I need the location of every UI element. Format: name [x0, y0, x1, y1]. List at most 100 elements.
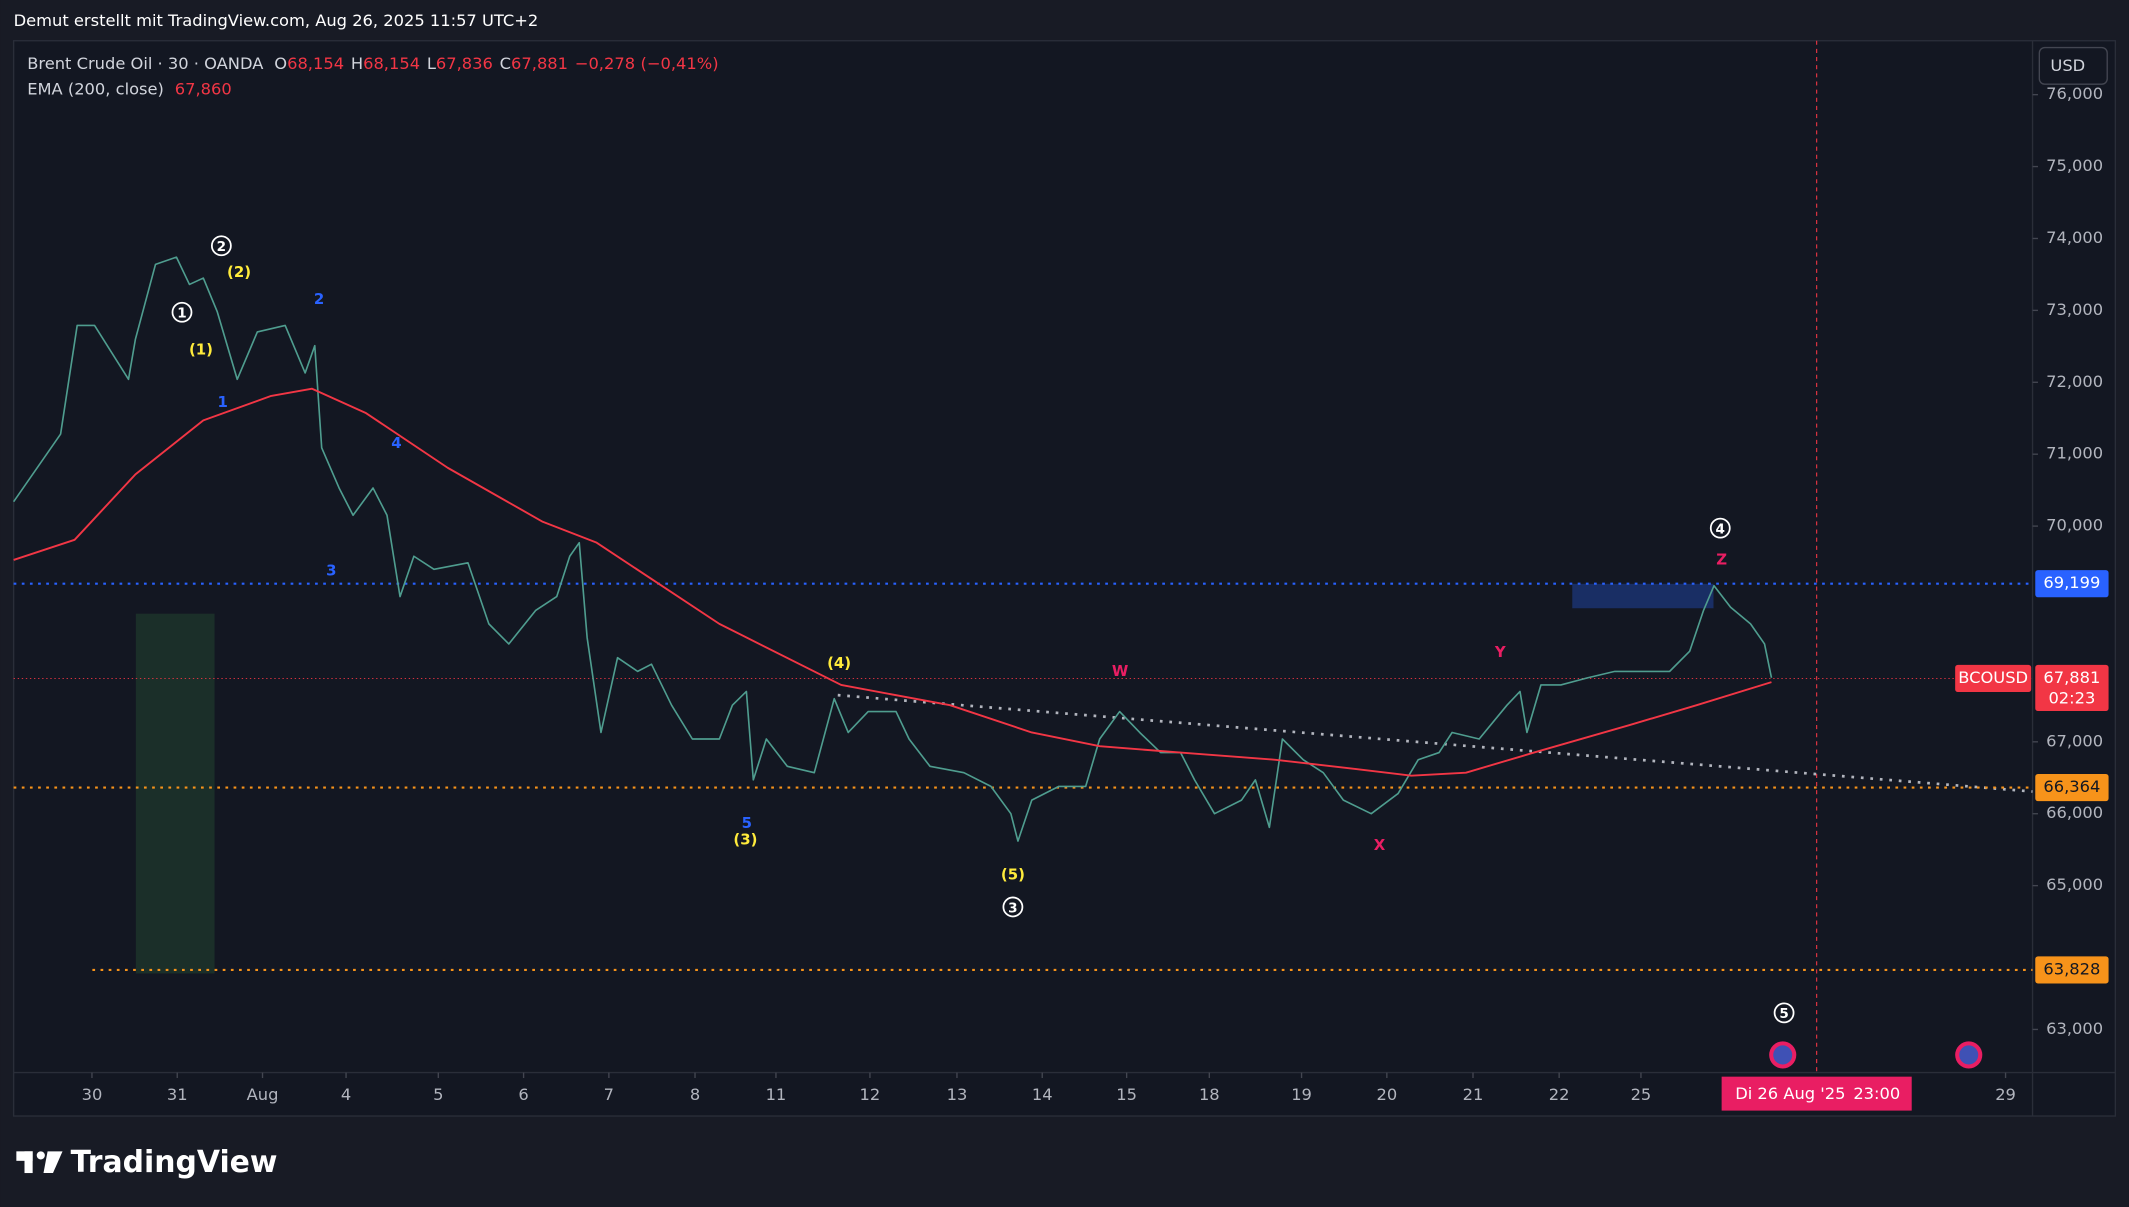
header-text: Demut erstellt mit TradingView.com, Aug … — [14, 11, 539, 30]
x-tick-label: 30 — [82, 1085, 103, 1104]
x-tick-label: Aug — [247, 1085, 279, 1104]
x-tick-label: 8 — [690, 1085, 700, 1104]
wave-label: 3 — [326, 562, 336, 580]
logo-mark — [36, 1151, 45, 1160]
currency-button[interactable] — [2038, 46, 2108, 85]
legend-series-name: Brent Crude Oil · 30 · OANDA — [27, 53, 263, 72]
wave-label: 4 — [391, 434, 401, 452]
wave-label: 2 — [217, 239, 226, 255]
price-label-box — [2035, 773, 2109, 802]
price-label-box — [2035, 664, 2109, 712]
price-label: 63,828 — [2043, 959, 2100, 978]
y-tick-label: 70,000 — [2046, 516, 2103, 535]
ohlc-value: 68,154 — [287, 53, 344, 72]
wave-label: 1 — [218, 393, 228, 411]
symbol-box — [1955, 664, 2032, 693]
ohlc-value: 67,881 — [511, 53, 568, 72]
zone-box — [135, 613, 215, 974]
currency-label: USD — [2050, 56, 2085, 75]
y-tick-label: 74,000 — [2046, 228, 2103, 247]
y-tick-label: 73,000 — [2046, 300, 2103, 319]
ohlc-prefix: O — [274, 53, 287, 72]
x-tick-label: 6 — [518, 1085, 528, 1104]
x-tick-label: 13 — [947, 1085, 968, 1104]
ema-value: 67,860 — [175, 79, 232, 98]
logo-mark — [43, 1151, 63, 1174]
x-tick-label: 20 — [1376, 1085, 1397, 1104]
crosshair-time: 23:00 — [1853, 1084, 1900, 1103]
trend-line — [837, 693, 2033, 793]
y-tick-label: 66,000 — [2046, 803, 2103, 822]
chart-frame — [12, 40, 2117, 1117]
x-tick-label: 25 — [1631, 1085, 1652, 1104]
y-tick-label: 75,000 — [2046, 156, 2103, 175]
wave-circle — [1709, 517, 1731, 539]
change-value: −0,278 — [575, 53, 635, 72]
wave-label: W — [1112, 662, 1128, 680]
price-label-box — [2035, 956, 2109, 984]
ema-line — [13, 387, 1772, 777]
logo-mark — [24, 1151, 33, 1174]
wave-label: 1 — [177, 306, 186, 322]
countdown: 02:23 — [2048, 688, 2095, 707]
x-tick-label: 15 — [1116, 1085, 1137, 1104]
y-tick-label: 67,000 — [2046, 731, 2103, 750]
legend-series-name: EMA (200, close) — [27, 79, 164, 98]
x-tick-label: 12 — [860, 1085, 881, 1104]
wave-label: (2) — [227, 263, 251, 281]
ohlc-prefix: L — [427, 53, 436, 72]
symbol-label: BCOUSD — [1958, 668, 2028, 687]
x-tick-label: 31 — [167, 1085, 188, 1104]
x-tick-label: 19 — [1291, 1085, 1312, 1104]
event-icon — [1959, 1045, 1979, 1065]
wave-label: (3) — [733, 830, 757, 848]
x-tick-label: 4 — [341, 1085, 351, 1104]
x-tick-label: 5 — [433, 1085, 443, 1104]
price-label-box — [2035, 570, 2109, 598]
y-tick-label: 65,000 — [2046, 875, 2103, 894]
legend: Brent Crude Oil · 30 · OANDA O68,154 H68,1… — [27, 53, 718, 72]
wave-label: 2 — [314, 290, 324, 308]
price-label: 67,881 — [2043, 668, 2100, 687]
event-icon — [1773, 1045, 1793, 1065]
ohlc-value: 68,154 — [363, 53, 420, 72]
x-tick-label: 22 — [1549, 1085, 1570, 1104]
x-tick-label: 18 — [1199, 1085, 1220, 1104]
wave-label: 3 — [1008, 900, 1017, 916]
y-tick-label: 72,000 — [2046, 372, 2103, 391]
wave-label: (1) — [189, 340, 213, 358]
wave-label: 4 — [1716, 522, 1725, 538]
change-percent: (−0,41%) — [641, 53, 719, 72]
wave-circle — [210, 235, 232, 257]
x-tick-label: 7 — [604, 1085, 614, 1104]
wave-label: 5 — [742, 814, 752, 832]
wave-label: (4) — [827, 654, 851, 672]
legend: EMA (200, close) 67,860 — [27, 79, 232, 98]
brand: TradingView — [71, 1145, 278, 1180]
wave-label: X — [1374, 836, 1386, 854]
zone-box — [1572, 583, 1714, 609]
x-tick-label: 21 — [1463, 1085, 1484, 1104]
wave-circle — [1002, 896, 1024, 918]
y-tick-label: 76,000 — [2046, 84, 2103, 103]
ohlc-prefix: C — [500, 53, 511, 72]
y-tick-label: 63,000 — [2046, 1019, 2103, 1038]
crosshair-box — [1721, 1076, 1912, 1111]
logo: TradingView — [16, 1145, 278, 1180]
x-tick-label: 29 — [1995, 1085, 2016, 1104]
wave-label: Y — [1494, 643, 1506, 661]
y-tick-label: 71,000 — [2046, 444, 2103, 463]
price-label: 69,199 — [2043, 573, 2100, 592]
ohlc-prefix: H — [351, 53, 363, 72]
wave-label: 5 — [1779, 1006, 1788, 1022]
ohlc-value: 67,836 — [436, 53, 493, 72]
wave-circle — [171, 301, 193, 323]
wave-label: Z — [1716, 551, 1727, 569]
x-tick-label: 11 — [766, 1085, 787, 1104]
x-tick-label: 14 — [1032, 1085, 1053, 1104]
price-line — [12, 256, 1773, 842]
wave-circle — [1773, 1002, 1795, 1024]
wave-label: (5) — [1001, 866, 1025, 884]
